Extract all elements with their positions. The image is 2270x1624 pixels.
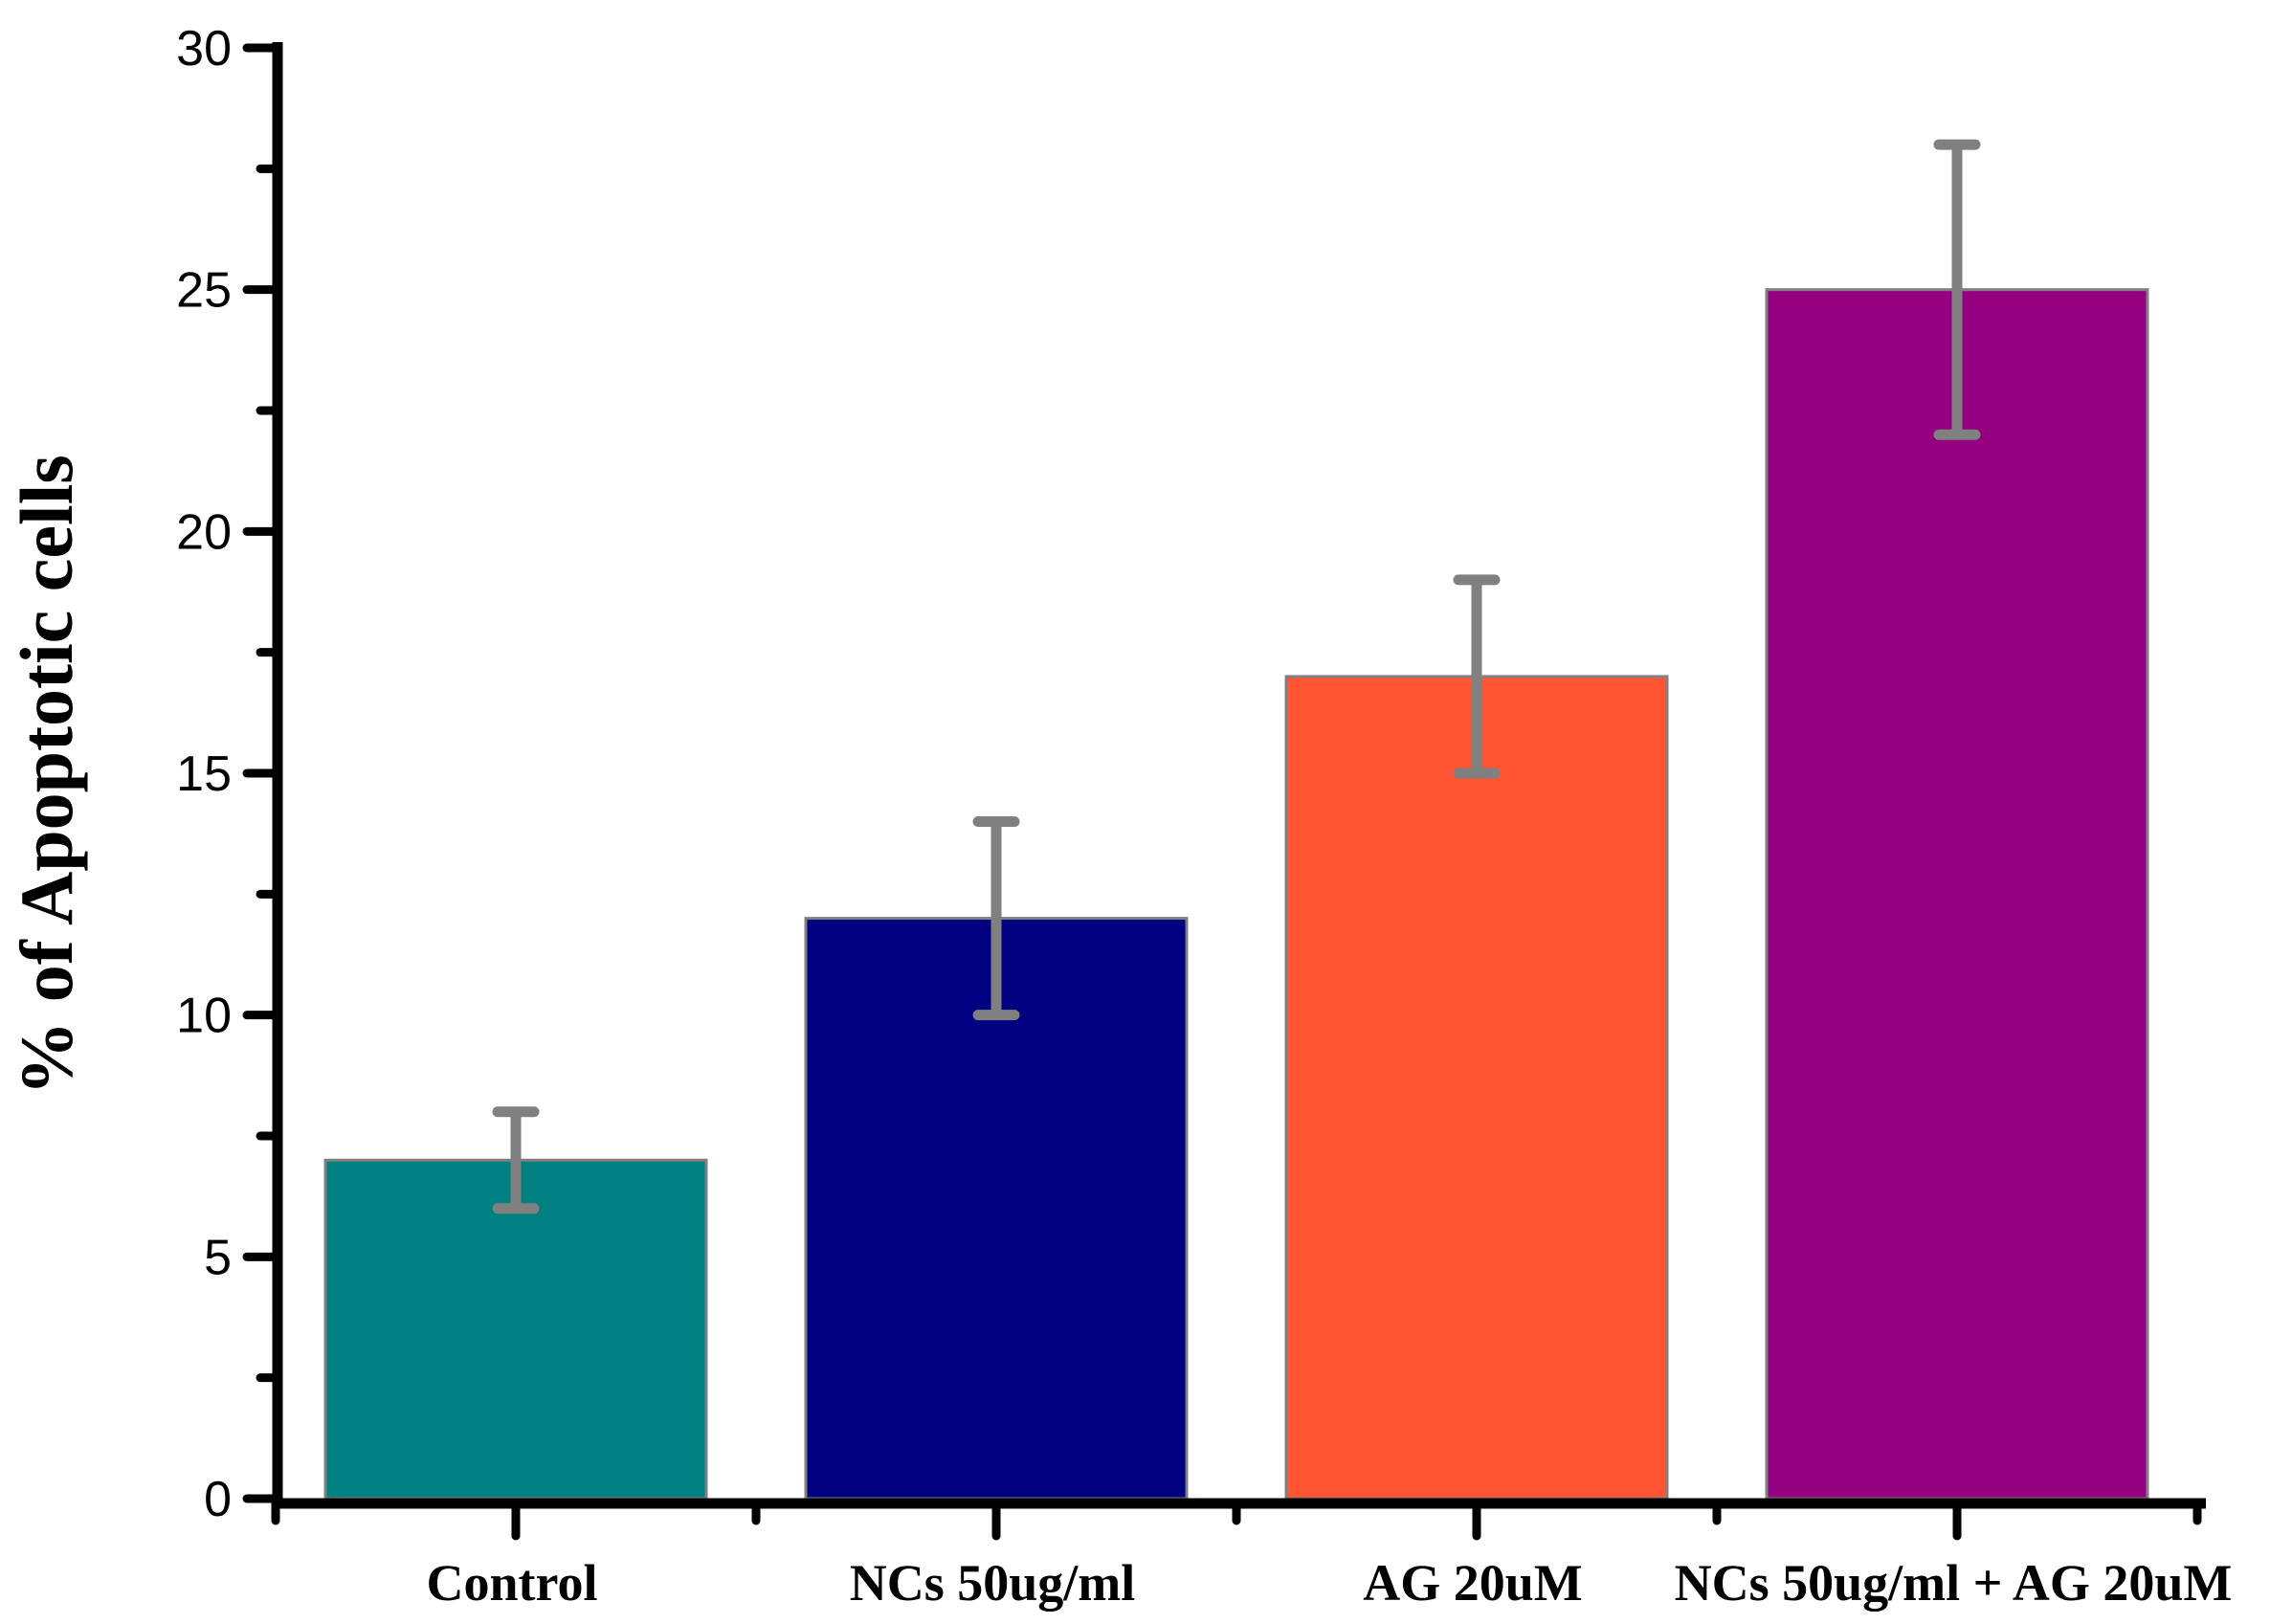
x-tick-label: Control	[426, 1554, 597, 1612]
bars	[323, 288, 2149, 1501]
axes	[242, 42, 2206, 1541]
x-tick-label: AG 20uM	[1363, 1554, 1583, 1612]
y-tick-label: 5	[204, 1230, 232, 1285]
error-bars	[492, 139, 1981, 1214]
y-tick-label: 15	[176, 746, 232, 802]
x-tick-label: NCs 50ug/ml + AG 20uM	[1675, 1554, 2233, 1612]
y-tick-label: 20	[176, 504, 232, 560]
y-tick-label: 0	[204, 1472, 232, 1527]
y-axis-title: % of Apoptotic cells	[5, 455, 88, 1095]
bar-1	[323, 1158, 708, 1501]
y-tick-label: 25	[176, 263, 232, 319]
bar-3	[1284, 675, 1669, 1501]
bar-4	[1765, 288, 2149, 1501]
y-tick-label: 10	[176, 989, 232, 1044]
x-tick-label: NCs 50ug/ml	[850, 1554, 1136, 1612]
axis-labels: Control NCs 50ug/ml AG 20uM NCs 50ug/ml + A…	[176, 21, 2232, 1612]
y-tick-label: 30	[176, 21, 232, 77]
